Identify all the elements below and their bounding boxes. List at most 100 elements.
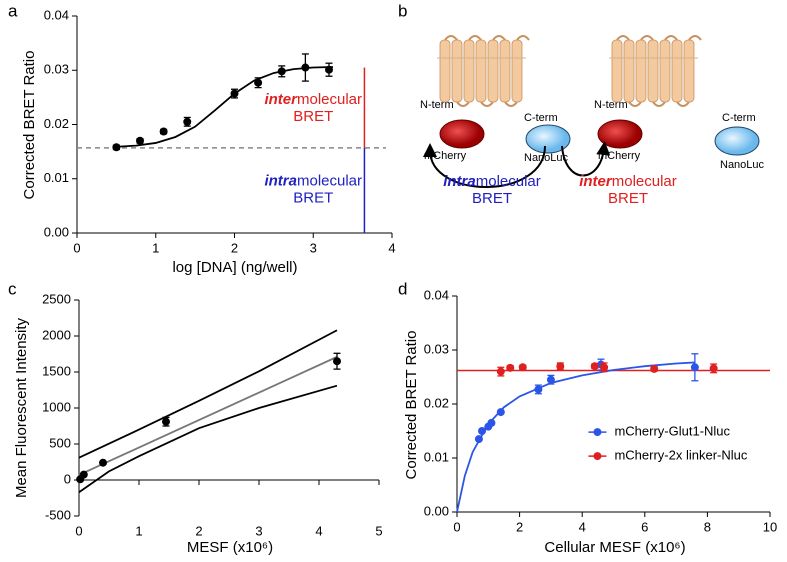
point [136, 136, 144, 145]
helix [611, 39, 623, 103]
c-term: C-term [524, 112, 558, 124]
point [254, 78, 263, 87]
x-tick-label: 6 [641, 519, 648, 534]
point [474, 435, 483, 444]
helix [623, 39, 635, 103]
x-tick-label: 10 [763, 519, 777, 534]
loop [516, 35, 530, 41]
point [478, 427, 487, 435]
y-axis-label: Mean Fluorescent Intensity [13, 317, 30, 498]
x-tick-label: 2 [195, 523, 202, 538]
helix [487, 39, 499, 103]
y-tick-label: 0.01 [44, 170, 69, 185]
legend-swatch [593, 428, 602, 437]
helix [671, 39, 683, 103]
point [496, 367, 505, 376]
annotation: intermolecular [264, 91, 362, 108]
helix [463, 39, 475, 103]
y-axis-label: Corrected BRET Ratio [403, 331, 420, 480]
loop [652, 101, 666, 107]
x-tick-label: 5 [375, 523, 382, 538]
point [162, 417, 170, 426]
point [518, 363, 527, 372]
helix [659, 39, 671, 103]
x-tick-label: 8 [704, 519, 711, 534]
y-tick-label: 0.01 [424, 449, 449, 464]
point [183, 117, 192, 126]
y-tick-label: 0 [64, 471, 71, 486]
point [325, 65, 333, 74]
x-axis-label: Cellular MESF (x10⁶) [544, 539, 685, 556]
point [230, 89, 239, 98]
loop [492, 35, 506, 41]
fit-line [78, 384, 338, 493]
point [277, 67, 286, 76]
panel-label: b [398, 1, 407, 20]
y-tick-label: 0.02 [424, 395, 449, 410]
point [690, 363, 699, 372]
donor-label: mCherry [424, 150, 467, 162]
loop [688, 35, 702, 41]
annotation: BRET [293, 189, 333, 206]
point [301, 63, 310, 72]
legend-label: mCherry-2x linker-Nluc [614, 448, 747, 463]
helix [451, 39, 463, 103]
loop [676, 101, 690, 107]
point [556, 362, 565, 371]
annotation-emph: inter [264, 91, 298, 108]
fit-line [116, 66, 333, 148]
loop [664, 35, 678, 41]
y-axis-label: Corrected BRET Ratio [21, 51, 38, 200]
y-tick-label: 0.03 [44, 62, 69, 77]
point [650, 364, 659, 373]
fit-line [78, 356, 338, 476]
x-tick-label: 0 [75, 523, 82, 538]
x-tick-label: 1 [135, 523, 142, 538]
point [333, 357, 341, 366]
y-tick-label: 0.02 [44, 116, 69, 131]
x-tick-label: 0 [73, 240, 80, 255]
loop [640, 35, 654, 41]
x-tick-label: 0 [453, 519, 460, 534]
x-tick-label: 2 [231, 240, 238, 255]
y-tick-label: 500 [49, 435, 71, 450]
donor [597, 119, 643, 149]
point [112, 143, 121, 152]
legend-label: mCherry-Glut1-Nluc [614, 424, 730, 439]
y-tick-label: 0.04 [44, 7, 69, 22]
loop [456, 101, 470, 107]
y-tick-label: 2000 [42, 327, 71, 342]
annotation-emph: intra [264, 172, 297, 189]
point [506, 363, 515, 372]
helix [647, 39, 659, 103]
point [534, 385, 543, 394]
loop [480, 101, 494, 107]
annotation: BRET [293, 108, 333, 125]
loop [468, 35, 482, 41]
loop [616, 35, 630, 41]
x-tick-label: 4 [388, 240, 395, 255]
acceptor [525, 124, 571, 154]
y-tick-label: 1000 [42, 399, 71, 414]
acceptor [714, 126, 760, 156]
fit-line [78, 329, 338, 459]
annotation: intramolecular [264, 172, 362, 189]
n-term: N-term [594, 99, 628, 111]
y-tick-label: 1500 [42, 363, 71, 378]
annotation-rest: molecular [297, 91, 362, 108]
y-tick-label: 0.04 [424, 287, 449, 302]
intra-label: intramolecular [443, 173, 541, 190]
point [709, 364, 718, 373]
helix [511, 39, 523, 103]
y-tick-label: 0.00 [424, 503, 449, 518]
c-term: C-term [722, 112, 756, 124]
panel-label: d [398, 279, 407, 298]
helix [635, 39, 647, 103]
donor [439, 119, 485, 149]
inter-label: BRET [608, 190, 648, 207]
x-tick-label: 4 [315, 523, 322, 538]
x-axis-label: MESF (x10⁶) [187, 539, 273, 556]
x-tick-label: 1 [152, 240, 159, 255]
panel-label: c [8, 279, 17, 298]
